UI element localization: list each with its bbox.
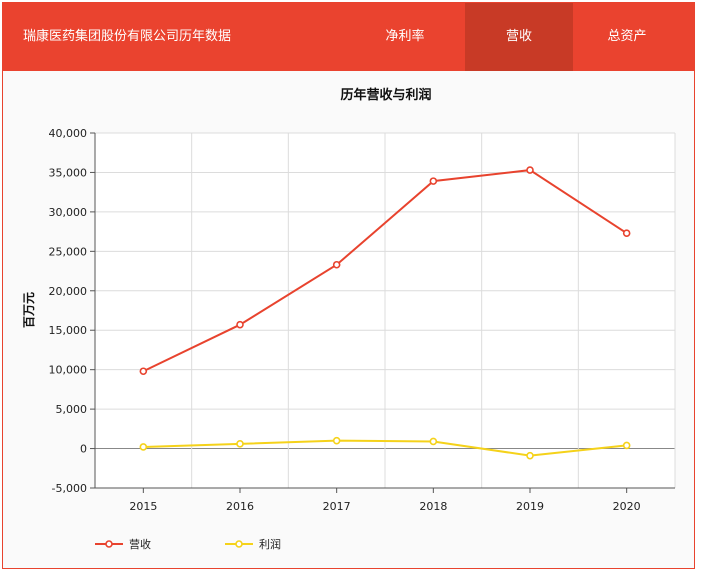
data-point[interactable] [429,437,438,446]
y-tick-label: 30,000 [49,206,88,219]
y-tick-label: 35,000 [49,166,88,179]
y-tick-label: 40,000 [49,127,88,140]
y-tick-label: 0 [80,443,87,456]
series-line [142,169,628,373]
data-point[interactable] [429,177,438,185]
data-point[interactable] [139,443,148,451]
data-point[interactable] [236,440,244,448]
data-point[interactable] [622,229,631,237]
header-bar: 瑞康医药集团股份有限公司历年数据 净利率 营收 总资产 [3,3,694,71]
legend-marker [105,540,113,548]
data-point[interactable] [332,436,341,445]
series-layer [139,166,631,460]
data-point[interactable] [139,367,148,376]
legend-marker [235,540,243,548]
line-chart: 历年营收与利润 百万元 -5,000 0 5,000 10,000 15,000 20,0… [22,87,676,551]
axes: -5,000 0 5,000 10,000 15,000 20,000 25,000 30,0… [49,127,675,513]
y-tick-label: 5,000 [56,403,88,416]
x-tick-label: 2017 [323,500,351,513]
data-point[interactable] [332,260,341,269]
y-tick-label: 10,000 [49,364,88,377]
x-tick-label: 2018 [419,500,447,513]
tab-total-assets[interactable]: 总资产 [607,29,647,44]
y-tick-label: -5,000 [52,482,87,495]
tab-revenue[interactable]: 营收 [465,3,573,71]
data-point[interactable] [526,166,534,174]
legend[interactable]: 营收 利润 [95,537,281,551]
y-tick-label: 15,000 [49,324,88,337]
gridlines [94,132,676,489]
series-line [143,439,627,457]
tab-net-margin[interactable]: 净利率 [385,29,425,44]
data-point[interactable] [236,320,244,329]
legend-label[interactable]: 营收 [129,537,151,551]
y-tick-label: 20,000 [49,285,88,298]
app-title: 瑞康医药集团股份有限公司历年数据 [23,29,232,44]
legend-label[interactable]: 利润 [259,537,281,551]
chart-title: 历年营收与利润 [340,87,431,103]
x-tick-label: 2019 [516,500,544,513]
y-axis-label: 百万元 [22,292,36,328]
data-point[interactable] [526,451,534,460]
data-point[interactable] [622,441,631,450]
x-tick-label: 2015 [129,500,157,513]
x-tick-label: 2020 [613,500,641,513]
x-tick-label: 2016 [226,500,254,513]
chart-panel: 瑞康医药集团股份有限公司历年数据 净利率 营收 总资产 历年营收与利润 百万元 … [2,2,695,569]
y-tick-label: 25,000 [49,245,88,258]
chart-area: 历年营收与利润 百万元 -5,000 0 5,000 10,000 15,000 20,0… [3,71,694,568]
